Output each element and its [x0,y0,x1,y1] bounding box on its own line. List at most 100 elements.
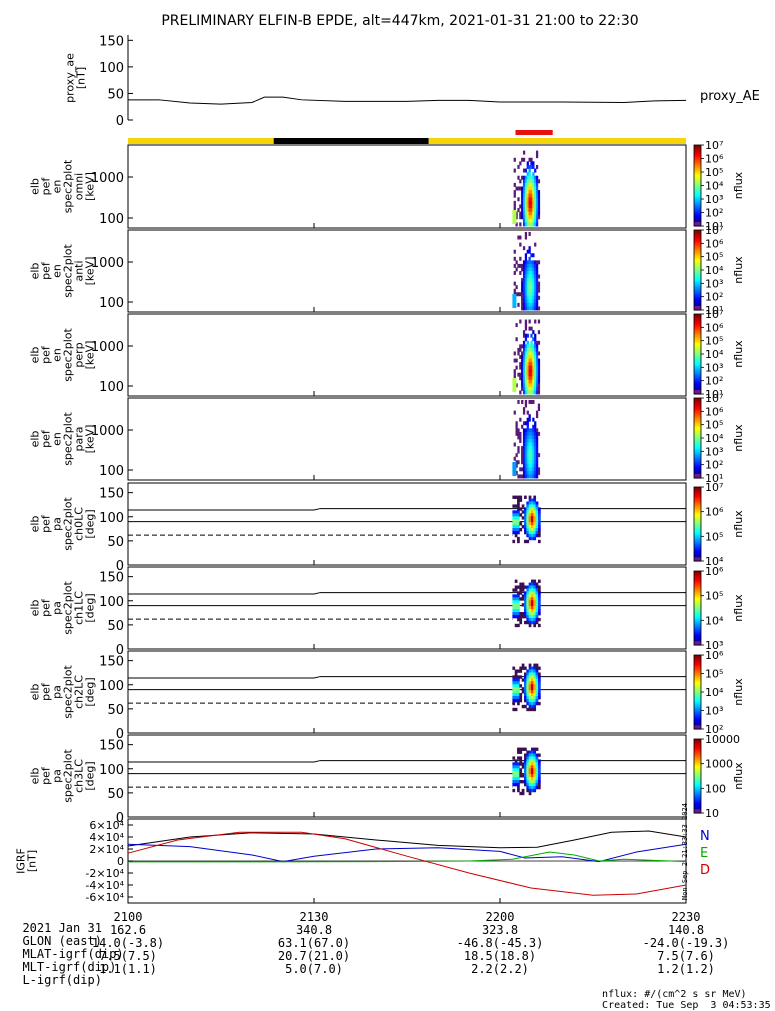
spectrogram-cell [515,323,518,328]
colorbar-cell [694,510,701,513]
spectrogram-cell [535,340,539,345]
colorbar-cell [694,444,701,447]
spectrogram-cell [537,407,541,412]
spectrogram-cell [530,278,533,283]
colorbar-cell [694,286,701,288]
spectrogram-cell [530,274,533,279]
colorbar-cell [694,585,701,588]
spectrogram-cell [519,756,523,760]
colorbar-cell [694,547,701,550]
colorbar-cell [694,276,701,279]
proxy-ae-line [128,96,687,105]
colorbar-cell [694,246,701,248]
spectrogram-cell [531,774,534,778]
spectrogram-cell [526,707,530,712]
spectrogram-cell [528,446,531,451]
spectrogram-cell [512,771,516,775]
spectrogram-cell [532,161,535,166]
spectrogram-cell [528,431,531,436]
spectrogram-cell [534,355,537,359]
spectrogram-cell [519,271,522,275]
spectrogram-cell [528,675,532,679]
spectrogram-cell [521,299,524,304]
colorbar-tick-label: 10² [705,375,723,388]
colorbar-cell [694,408,701,411]
igrf-legend-d: D [700,863,710,878]
spectrogram-cell [512,675,516,679]
colorbar-cell [694,683,701,686]
spectrogram-cell [531,614,534,619]
spectrogram-cell [537,215,541,220]
colorbar-cell [694,199,701,201]
colorbar-tick-label: 10² [705,459,723,472]
spectrogram-cell [517,788,520,793]
spectrogram-cell [528,516,532,520]
spectrogram-cell [530,295,533,300]
spectrogram-cell [526,460,529,465]
spectrogram-cell [528,246,531,251]
spectrogram-cell [514,780,518,784]
spectrogram-cell [526,439,529,443]
spectrogram-cell [528,200,531,205]
spectrogram-cell [530,390,533,395]
spectrogram-cell [528,355,531,359]
energy-spectrogram [512,400,541,479]
spectrogram-cell [528,271,531,275]
spectrogram-cell [535,190,539,195]
spectrogram-cell [531,620,534,625]
spectrogram-cell [530,267,533,272]
spectrogram-cell [521,582,525,586]
pitch-tick-label: 50 [107,787,124,802]
spectrogram-cell [512,765,516,769]
spectrogram-cell [524,323,528,328]
spectrogram-cell [530,470,533,475]
spectrogram-cell [528,281,531,286]
spectrogram-cell [528,208,531,213]
spectrogram-cell [519,242,522,247]
spectrogram-cell [537,510,541,514]
spectrogram-cell [526,675,530,679]
spectrogram-cell [513,288,516,293]
spectrogram-cell [537,330,541,335]
spectrogram-cell [537,617,541,622]
spectrogram-cell [531,579,534,583]
colorbar-cell [694,163,701,166]
igrf-n-line [127,843,687,863]
spectrogram-cell [535,504,539,508]
spectrogram-cell [528,442,531,447]
spectrogram-cell [528,606,532,610]
spectrogram-cell [521,376,524,381]
spectrogram-cell [535,774,539,778]
spectrogram-cell [519,612,523,616]
colorbar-cell [694,435,701,438]
colorbar-cell [694,440,701,443]
colorbar-cell [694,512,701,515]
colorbar-cell [694,466,701,468]
colorbar-cell [694,318,701,320]
spectrogram-cell [531,588,534,592]
footer-label: MLT-igrf(dip) [22,960,117,974]
spectrogram-cell [519,376,522,381]
spectrogram-cell [535,358,539,363]
spectrogram-cell [524,204,528,209]
spectrogram-cell [535,193,539,198]
spectrogram-cell [528,390,531,395]
spectrogram-cell [531,591,534,595]
colorbar-cell [694,295,701,298]
spectrogram-cell [512,600,516,604]
spectrogram-cell [534,358,537,363]
colorbar-cell [694,577,701,579]
colorbar-cell [694,252,701,255]
spectrogram-cell [526,588,530,592]
spectrogram-cell [521,204,524,209]
spectrogram-cell [526,306,529,311]
colorbar-cell [694,244,701,247]
side-stamp: Mon Sep 2 21:33:33 2024 [681,803,689,900]
spectrogram-cell [522,365,526,370]
spectrogram-cell [535,609,539,613]
spectrogram-cell [522,439,526,443]
colorbar-cell [694,498,701,500]
colorbar-cell [694,690,701,693]
